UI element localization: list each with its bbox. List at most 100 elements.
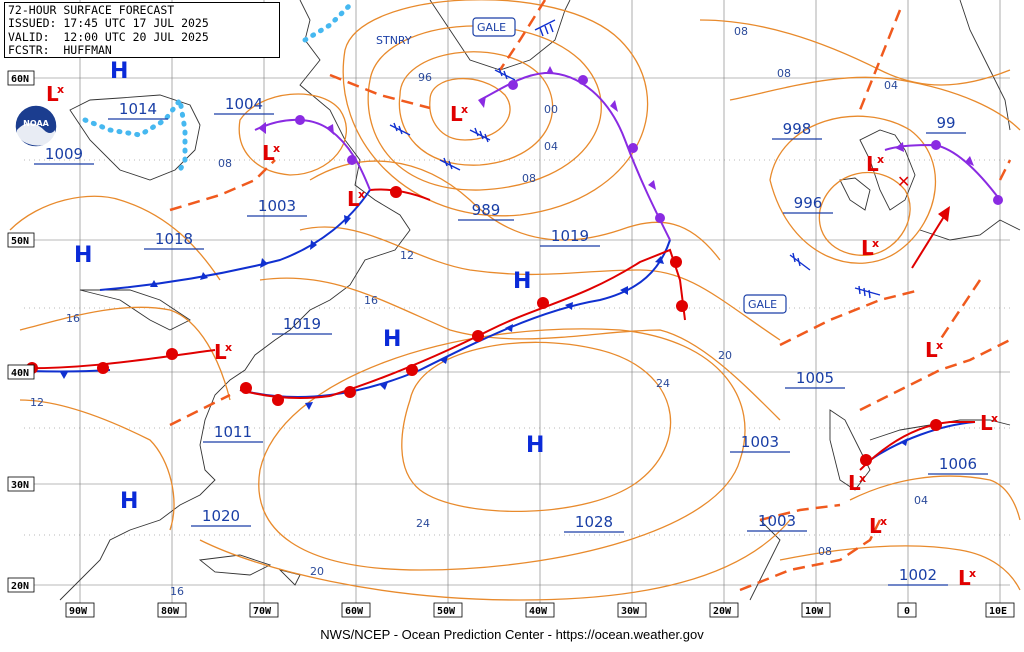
isobar-label: 04 [884, 79, 898, 92]
isobar-label: 12 [400, 249, 414, 262]
pressure-value: 1014 [119, 100, 157, 118]
svg-text:L: L [866, 152, 879, 176]
low-center-hudson: Lx [46, 82, 64, 106]
lon-label-50w: 50W [437, 606, 456, 617]
isobar-label: 08 [777, 67, 791, 80]
lon-label-10w: 10W [805, 606, 824, 617]
isobar-label: 04 [544, 140, 558, 153]
low-center-sw: Lx [958, 566, 976, 590]
latitude-labels: 60N 50N 40N 30N 20N [7, 70, 35, 593]
high-center-bermuda: H [120, 489, 138, 514]
svg-text:L: L [869, 514, 882, 538]
isobar-label: 08 [818, 545, 832, 558]
high-center-greatlakes: H [74, 243, 92, 268]
isobar-label: 04 [914, 494, 928, 507]
lon-label-0: 0 [904, 606, 910, 617]
svg-text:x: x [969, 567, 976, 580]
lon-label-30w: 30W [621, 606, 640, 617]
pressure-value: 99 [936, 114, 955, 132]
isobar-label: 24 [416, 517, 430, 530]
svg-text:L: L [262, 141, 275, 165]
svg-text:L: L [214, 340, 227, 364]
warm-fronts [9, 186, 975, 471]
svg-text:L: L [347, 187, 360, 211]
pressure-value: 1011 [214, 423, 252, 441]
occluded-fronts [254, 66, 1003, 241]
isobar-label: 20 [718, 349, 732, 362]
isobar-label: 24 [656, 377, 670, 390]
gale-warning-east: GALE [748, 298, 777, 311]
lon-label-40w: 40W [529, 606, 548, 617]
low-center-iberia: Lx [925, 338, 943, 362]
forecast-title: 72-HOUR SURFACE FORECAST [8, 3, 175, 17]
low-center-med: Lx [980, 411, 998, 435]
pressure-value: 1003 [741, 433, 779, 451]
high-center-azores: H [526, 433, 544, 458]
svg-text:x: x [273, 142, 280, 155]
ice-edge [82, 2, 353, 173]
low-center-canary: Lx [848, 471, 866, 495]
low-center-ireland: Lx [861, 236, 879, 260]
forecaster: FCSTR: HUFFMAN [8, 42, 112, 57]
storm-motion-arrow [911, 206, 950, 269]
pressure-value: 1005 [796, 369, 834, 387]
low-center-sahara: Lx [869, 514, 887, 538]
svg-text:L: L [848, 471, 861, 495]
pressure-value: 1018 [155, 230, 193, 248]
low-center-newfoundland: Lx [347, 187, 365, 211]
noaa-logo-text: NOAA [23, 119, 49, 128]
pressure-value: 1028 [575, 513, 613, 531]
low-pressure-centers: Lx Lx Lx Lx Lx Lx Lx Lx Lx Lx Lx Lx ✕ [46, 82, 998, 590]
lon-label-70w: 70W [253, 606, 272, 617]
svg-text:x: x [859, 472, 866, 485]
lon-label-20w: 20W [713, 606, 732, 617]
svg-text:x: x [880, 515, 887, 528]
lat-lon-grid [24, 0, 1010, 610]
gale-warning-north: GALE [477, 21, 506, 34]
pressure-value: 1019 [283, 315, 321, 333]
pressure-value: 1003 [758, 512, 796, 530]
issued-time: ISSUED: 17:45 UTC 17 JUL 2025 [8, 16, 209, 31]
isobars [9, 0, 1021, 601]
low-center-labrador: Lx [262, 141, 280, 165]
isobar-label: 08 [734, 25, 748, 38]
isobar-label: 20 [310, 565, 324, 578]
low-center-greenland: Lx [450, 102, 468, 126]
isobar-labels: 96 00 04 08 08 12 16 16 12 20 24 24 20 1… [30, 25, 928, 598]
wind-barbs [389, 19, 881, 299]
isobar-label: 16 [170, 585, 184, 598]
isobar-label: 08 [218, 157, 232, 170]
lat-label-40n: 40N [11, 368, 29, 379]
pressure-value: 1009 [45, 145, 83, 163]
svg-text:L: L [450, 102, 463, 126]
low-position-x: ✕ [897, 172, 910, 191]
pressure-value: 1003 [258, 197, 296, 215]
svg-text:x: x [57, 83, 64, 96]
pressure-value: 996 [794, 194, 823, 212]
svg-text:L: L [958, 566, 971, 590]
pressure-value: 1006 [939, 455, 977, 473]
svg-text:L: L [46, 82, 59, 106]
lon-label-10e: 10E [989, 606, 1007, 617]
footer-credit: NWS/NCEP - Ocean Prediction Center - htt… [320, 627, 704, 642]
pressure-values: 1014 1004 1009 1003 1018 989 1019 1019 9… [34, 95, 988, 586]
lon-label-80w: 80W [161, 606, 180, 617]
svg-text:x: x [358, 188, 365, 201]
isobar-label: 96 [418, 71, 432, 84]
svg-text:x: x [461, 103, 468, 116]
lon-label-60w: 60W [345, 606, 364, 617]
lat-label-30n: 30N [11, 480, 29, 491]
pressure-value: 989 [472, 201, 501, 219]
pressure-value: 998 [783, 120, 812, 138]
pressure-value: 1002 [899, 566, 937, 584]
pressure-value: 1004 [225, 95, 263, 113]
pressure-value: 1020 [202, 507, 240, 525]
lat-label-20n: 20N [11, 581, 29, 592]
isobar-label: 16 [364, 294, 378, 307]
warning-labels: GALE GALE STNRY [376, 17, 787, 314]
low-center-scotland: Lx [866, 152, 884, 176]
lat-label-50n: 50N [11, 236, 29, 247]
valid-time: VALID: 12:00 UTC 20 JUL 2025 [8, 29, 209, 44]
svg-text:x: x [872, 237, 879, 250]
svg-text:L: L [861, 236, 874, 260]
